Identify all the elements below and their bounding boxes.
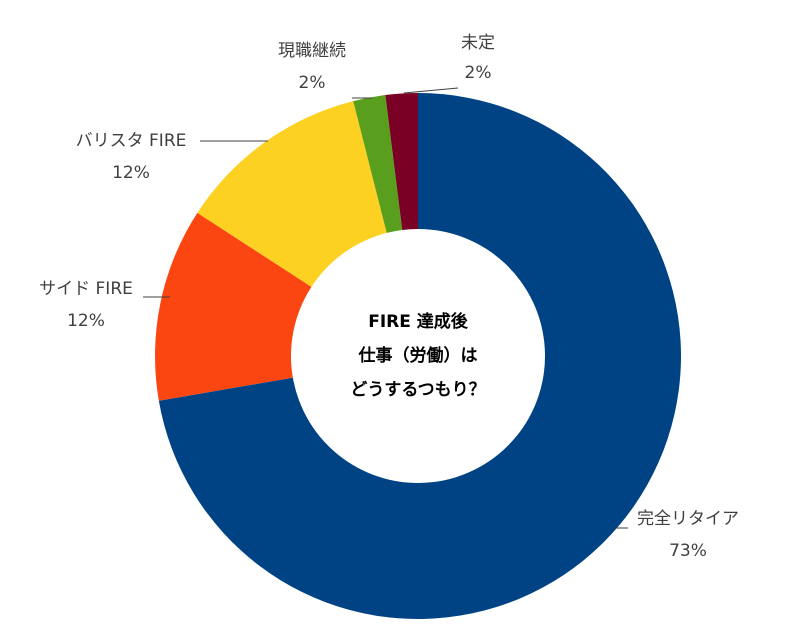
center-title-line-1: FIRE 達成後 — [368, 311, 469, 332]
donut-slice-0 — [158, 93, 682, 620]
donut-slice-4 — [385, 93, 418, 230]
slice-label-genshoku: 現職継続 — [278, 41, 346, 61]
slice-value-kanzen: 73% — [669, 541, 707, 561]
slice-value-barista: 12% — [112, 163, 150, 183]
donut-slice-3 — [353, 95, 403, 233]
donut-slice-1 — [154, 212, 312, 401]
donut-slice-2 — [197, 101, 387, 287]
slice-label-kanzen: 完全リタイア — [637, 509, 739, 529]
slice-value-genshoku: 2% — [299, 73, 326, 93]
slice-value-side: 12% — [67, 311, 105, 331]
slice-label-mitei: 未定 — [461, 33, 495, 53]
center-title-line-2: 仕事（労働）は — [358, 345, 478, 366]
slice-label-barista: バリスタ FIRE — [76, 131, 187, 151]
slice-label-side: サイド FIRE — [39, 279, 133, 299]
center-title-line-3: どうするつもり？ — [350, 380, 485, 400]
leader-line-mitei — [403, 87, 459, 94]
slice-value-mitei: 2% — [465, 63, 492, 83]
